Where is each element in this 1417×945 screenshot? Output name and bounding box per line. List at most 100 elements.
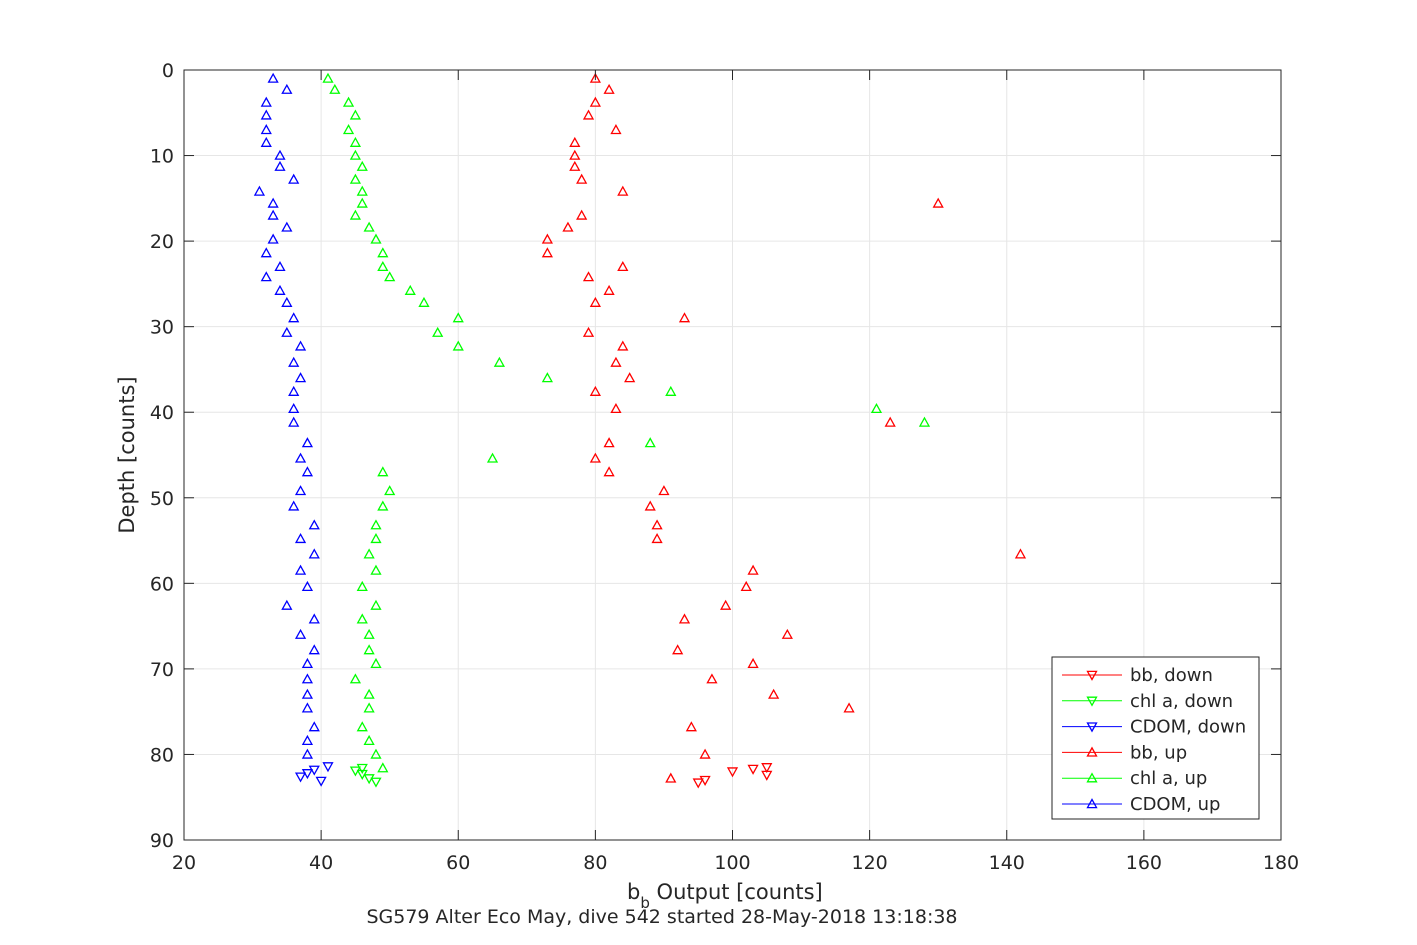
data-point <box>493 356 505 367</box>
x-tick-label: 60 <box>446 852 470 874</box>
data-point <box>870 402 883 414</box>
data-point <box>356 185 368 196</box>
data-point <box>692 778 704 789</box>
data-point <box>356 763 368 774</box>
data-point <box>288 402 300 414</box>
data-point <box>603 284 615 295</box>
y-axis-title: Depth [counts] <box>115 376 139 533</box>
data-point <box>665 385 677 396</box>
data-point <box>541 247 553 258</box>
data-point <box>363 221 375 232</box>
data-point <box>589 96 601 107</box>
series-5 <box>253 72 320 759</box>
y-tick-label: 70 <box>150 659 174 681</box>
data-point <box>541 372 553 383</box>
x-tick-label: 80 <box>583 852 607 874</box>
data-point <box>589 296 601 307</box>
data-point <box>768 688 780 699</box>
legend-marker <box>1086 772 1098 783</box>
data-point <box>747 657 759 669</box>
data-point <box>569 160 581 171</box>
legend-label: chl a, up <box>1130 768 1207 789</box>
data-point <box>617 260 629 272</box>
data-point <box>644 500 656 511</box>
data-point <box>301 748 314 759</box>
x-tick-label: 40 <box>309 852 333 874</box>
x-tick-label: 120 <box>851 852 887 874</box>
data-point <box>308 519 320 530</box>
data-point <box>377 762 389 773</box>
data-point <box>301 657 314 669</box>
figure-caption: SG579 Alter Eco May, dive 542 started 28… <box>366 906 957 928</box>
data-point <box>281 599 293 610</box>
data-point <box>260 247 272 258</box>
x-axis-title-subscript: b <box>640 894 650 912</box>
data-point <box>267 209 279 220</box>
legend-label: bb, down <box>1130 665 1213 686</box>
data-point <box>288 416 300 427</box>
data-point <box>301 466 314 477</box>
data-point <box>706 673 718 684</box>
data-point <box>363 628 375 639</box>
data-point <box>294 564 307 575</box>
data-point <box>747 764 759 775</box>
data-point <box>349 673 362 684</box>
data-point <box>308 548 320 559</box>
data-point <box>294 533 307 544</box>
data-point <box>281 326 293 337</box>
legend-marker <box>1086 670 1098 681</box>
data-point <box>274 284 286 295</box>
data-point <box>610 124 622 135</box>
legend-box <box>1051 656 1260 820</box>
data-point <box>644 437 656 448</box>
data-point <box>349 173 362 184</box>
y-tick-label: 0 <box>162 60 174 82</box>
data-point <box>294 628 307 639</box>
data-point <box>274 160 286 171</box>
data-point <box>617 185 629 196</box>
data-point <box>781 628 793 639</box>
data-point <box>370 564 382 575</box>
legend-label: bb, up <box>1130 742 1187 763</box>
data-point <box>726 767 739 778</box>
data-point <box>260 124 272 135</box>
data-point <box>356 580 368 592</box>
series-4 <box>322 72 931 773</box>
legend-label: chl a, down <box>1130 691 1233 712</box>
data-point <box>322 72 334 83</box>
x-axis-title-rest: Output [counts] <box>650 880 823 904</box>
y-tick-label: 90 <box>150 830 174 852</box>
x-axis-title: bb Output [counts] <box>627 880 823 912</box>
data-point <box>260 109 272 120</box>
data-point <box>274 149 286 160</box>
data-point <box>260 136 272 147</box>
data-point <box>678 312 691 323</box>
data-point <box>610 356 622 367</box>
data-point <box>589 452 601 463</box>
data-point <box>452 312 464 323</box>
data-point <box>603 466 615 477</box>
axis-ticks: 20 40 60 80 100 120 140 160 180 0 10 20 30 40 50 60 70 80… <box>150 60 1299 874</box>
data-point <box>294 340 307 351</box>
data-point <box>658 485 670 496</box>
series-0 <box>692 763 773 789</box>
data-point <box>576 173 588 184</box>
data-point <box>377 260 389 272</box>
data-point <box>884 416 896 427</box>
data-point <box>363 702 375 713</box>
y-tick-label: 40 <box>150 402 174 424</box>
data-point <box>260 96 272 107</box>
x-tick-label: 160 <box>1126 852 1162 874</box>
data-point <box>363 548 375 559</box>
data-point <box>576 209 588 220</box>
data-point <box>356 613 368 624</box>
data-point <box>308 644 320 655</box>
data-point <box>322 762 334 773</box>
data-point <box>260 271 272 282</box>
x-tick-label: 20 <box>172 852 196 874</box>
y-tick-label: 80 <box>150 744 174 766</box>
data-point <box>384 485 396 496</box>
data-point <box>569 136 581 147</box>
legend-label: CDOM, up <box>1130 794 1220 815</box>
y-tick-label: 20 <box>150 231 174 253</box>
